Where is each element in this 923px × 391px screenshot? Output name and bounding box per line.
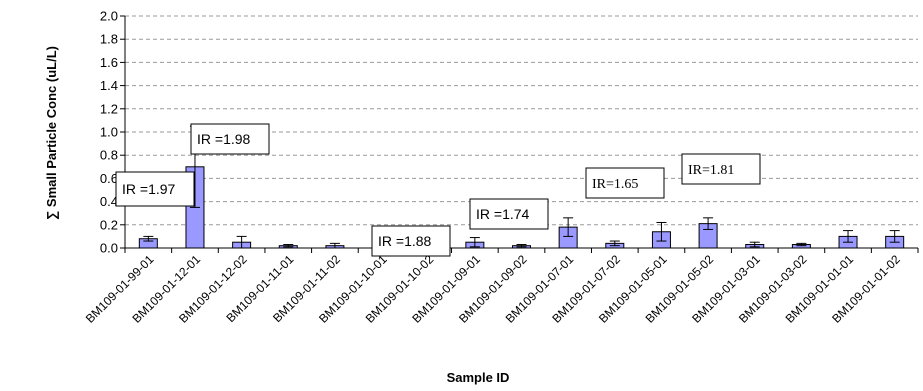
y-tick-label: 0.2	[100, 217, 118, 232]
y-axis-title: ∑ Small Particle Conc (uL/L)	[44, 46, 59, 220]
y-tick-labels: 0.0 0.2 0.4 0.6 0.8 1.0 1.2 1.4 1.6 1.8 2.0	[100, 9, 118, 256]
y-tick-label: 1.4	[100, 78, 118, 93]
y-tick-label: 1.6	[100, 55, 118, 70]
y-tick-label: 0.6	[100, 171, 118, 186]
x-tick-labels: BM109-01-99-01BM109-01-12-01BM109-01-12-…	[83, 252, 903, 326]
error-bars	[143, 125, 900, 249]
annotations: IR =1.97 IR =1.98 IR =1.88 IR =1.74 IR=1.65 I…	[115, 123, 761, 257]
annotation-box	[190, 123, 270, 155]
y-tick-label: 1.0	[100, 125, 118, 140]
y-tick-label: 0.8	[100, 148, 118, 163]
annotation-label: IR =1.98	[197, 131, 251, 147]
x-axis-title: Sample ID	[447, 370, 510, 385]
annotation-box	[681, 153, 761, 185]
annotation-box	[585, 167, 665, 199]
annotation-box	[371, 225, 451, 257]
y-tick-label: 0.0	[100, 241, 118, 256]
y-tick-label: 0.4	[100, 194, 118, 209]
y-tick-label: 1.2	[100, 101, 118, 116]
annotation-label: IR =1.74	[476, 206, 530, 222]
annotation-box	[115, 171, 195, 207]
annotation-label: IR =1.88	[378, 233, 432, 249]
y-tick-label: 1.8	[100, 32, 118, 47]
y-tick-label: 2.0	[100, 9, 118, 24]
annotation-label: IR=1.65	[592, 177, 638, 192]
annotation-label: IR =1.97	[122, 181, 176, 197]
annotation-label: IR=1.81	[688, 163, 734, 178]
annotation-box	[469, 198, 549, 230]
gridlines	[125, 15, 918, 226]
